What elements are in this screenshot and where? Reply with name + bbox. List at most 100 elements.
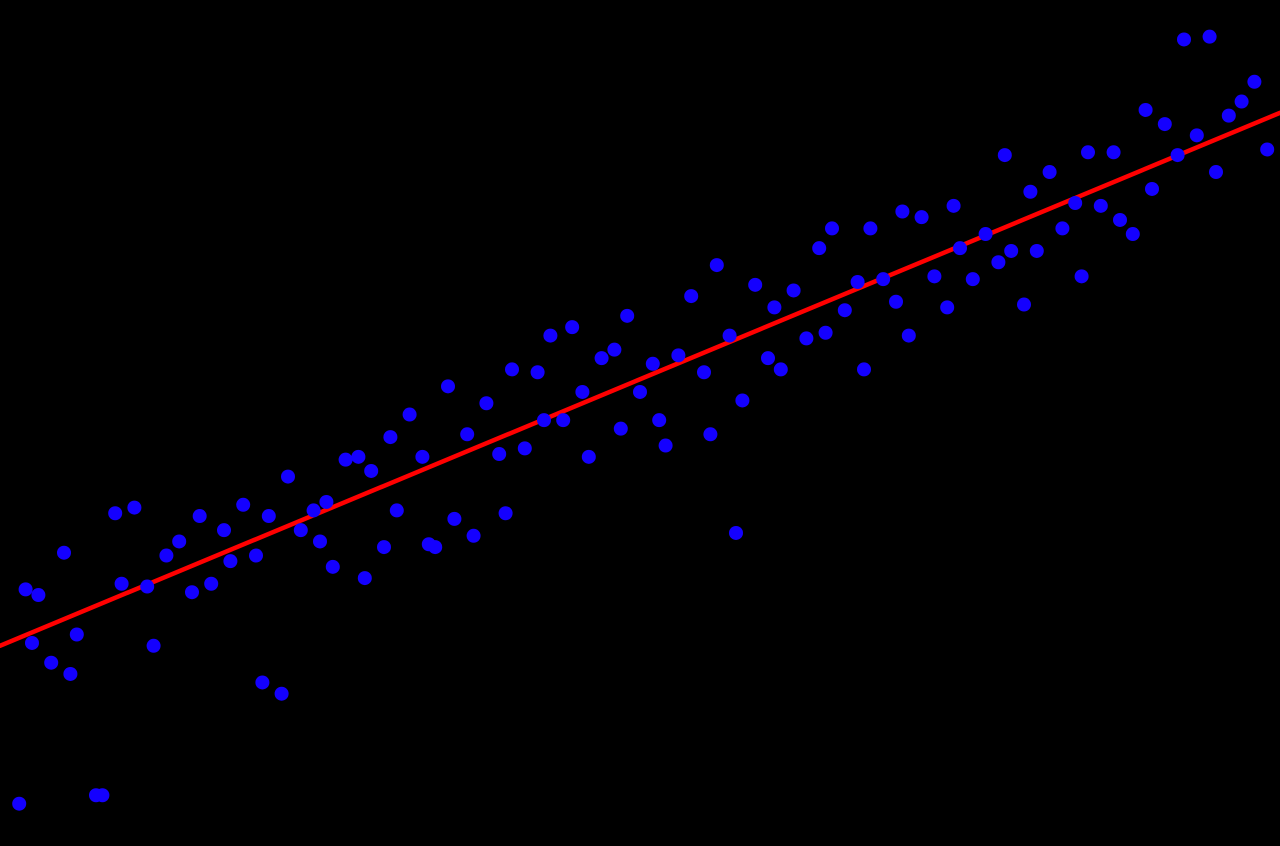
data-point bbox=[1145, 182, 1159, 196]
data-point bbox=[889, 295, 903, 309]
data-point bbox=[1081, 145, 1095, 159]
data-point bbox=[25, 636, 39, 650]
data-point bbox=[19, 582, 33, 596]
data-point bbox=[799, 331, 813, 345]
data-point bbox=[646, 357, 660, 371]
data-point bbox=[1043, 165, 1057, 179]
data-point bbox=[902, 329, 916, 343]
data-point bbox=[415, 450, 429, 464]
data-point bbox=[543, 329, 557, 343]
data-point bbox=[1203, 30, 1217, 44]
data-point bbox=[281, 470, 295, 484]
data-point bbox=[479, 396, 493, 410]
scatter-chart bbox=[0, 0, 1280, 846]
data-point bbox=[767, 300, 781, 314]
data-point bbox=[147, 639, 161, 653]
data-point bbox=[185, 585, 199, 599]
data-point bbox=[31, 588, 45, 602]
data-point bbox=[377, 540, 391, 554]
data-point bbox=[684, 289, 698, 303]
data-point bbox=[998, 148, 1012, 162]
data-point bbox=[575, 385, 589, 399]
data-point bbox=[390, 503, 404, 517]
data-point bbox=[531, 365, 545, 379]
data-point bbox=[403, 408, 417, 422]
data-point bbox=[255, 675, 269, 689]
data-point bbox=[275, 687, 289, 701]
data-point bbox=[1235, 95, 1249, 109]
data-point bbox=[1209, 165, 1223, 179]
data-point bbox=[447, 512, 461, 526]
data-point bbox=[70, 628, 84, 642]
data-point bbox=[1113, 213, 1127, 227]
data-point bbox=[697, 365, 711, 379]
data-point bbox=[467, 529, 481, 543]
data-point bbox=[108, 506, 122, 520]
data-point bbox=[819, 326, 833, 340]
data-point bbox=[595, 351, 609, 365]
data-point bbox=[774, 362, 788, 376]
data-point bbox=[95, 788, 109, 802]
data-point bbox=[1094, 199, 1108, 213]
data-point bbox=[1158, 117, 1172, 131]
data-point bbox=[364, 464, 378, 478]
data-point bbox=[927, 269, 941, 283]
chart-background bbox=[0, 0, 1280, 846]
data-point bbox=[556, 413, 570, 427]
data-point bbox=[204, 577, 218, 591]
data-point bbox=[140, 580, 154, 594]
data-point bbox=[1190, 128, 1204, 142]
data-point bbox=[953, 241, 967, 255]
data-point bbox=[748, 278, 762, 292]
data-point bbox=[1247, 75, 1261, 89]
data-point bbox=[895, 205, 909, 219]
data-point bbox=[193, 509, 207, 523]
data-point bbox=[249, 549, 263, 563]
data-point bbox=[966, 272, 980, 286]
data-point bbox=[492, 447, 506, 461]
data-point bbox=[991, 255, 1005, 269]
chart-canvas bbox=[0, 0, 1280, 846]
data-point bbox=[159, 549, 173, 563]
data-point bbox=[857, 362, 871, 376]
data-point bbox=[319, 495, 333, 509]
data-point bbox=[812, 241, 826, 255]
data-point bbox=[1017, 298, 1031, 312]
data-point bbox=[1177, 32, 1191, 46]
data-point bbox=[703, 427, 717, 441]
data-point bbox=[607, 343, 621, 357]
data-point bbox=[441, 379, 455, 393]
data-point bbox=[44, 656, 58, 670]
data-point bbox=[1107, 145, 1121, 159]
data-point bbox=[518, 441, 532, 455]
data-point bbox=[915, 210, 929, 224]
data-point bbox=[383, 430, 397, 444]
data-point bbox=[979, 227, 993, 241]
data-point bbox=[294, 523, 308, 537]
data-point bbox=[1068, 196, 1082, 210]
data-point bbox=[614, 422, 628, 436]
data-point bbox=[1126, 227, 1140, 241]
data-point bbox=[499, 506, 513, 520]
data-point bbox=[1055, 221, 1069, 235]
data-point bbox=[537, 413, 551, 427]
data-point bbox=[1171, 148, 1185, 162]
data-point bbox=[57, 546, 71, 560]
data-point bbox=[1030, 244, 1044, 258]
data-point bbox=[825, 221, 839, 235]
data-point bbox=[1139, 103, 1153, 117]
data-point bbox=[12, 797, 26, 811]
data-point bbox=[63, 667, 77, 681]
data-point bbox=[761, 351, 775, 365]
data-point bbox=[339, 453, 353, 467]
data-point bbox=[947, 199, 961, 213]
data-point bbox=[1004, 244, 1018, 258]
data-point bbox=[326, 560, 340, 574]
data-point bbox=[358, 571, 372, 585]
data-point bbox=[307, 503, 321, 517]
data-point bbox=[127, 501, 141, 515]
data-point bbox=[582, 450, 596, 464]
data-point bbox=[729, 526, 743, 540]
data-point bbox=[940, 300, 954, 314]
data-point bbox=[671, 348, 685, 362]
